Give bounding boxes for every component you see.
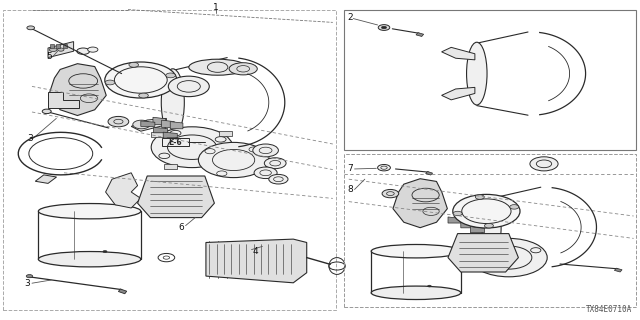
Ellipse shape: [371, 244, 461, 258]
Bar: [219, 131, 232, 136]
Circle shape: [470, 238, 547, 277]
Polygon shape: [154, 127, 168, 133]
Circle shape: [269, 174, 288, 184]
Bar: [63, 44, 67, 48]
Text: TX84E0710A: TX84E0710A: [586, 305, 632, 314]
Ellipse shape: [482, 198, 501, 257]
Text: E-6: E-6: [168, 138, 182, 147]
Polygon shape: [448, 234, 518, 272]
Circle shape: [253, 144, 278, 157]
Text: 3: 3: [24, 279, 30, 288]
Polygon shape: [141, 121, 155, 126]
Text: 3: 3: [27, 134, 33, 143]
Circle shape: [139, 93, 148, 98]
Circle shape: [484, 223, 493, 228]
Circle shape: [428, 285, 431, 287]
Text: 2: 2: [347, 13, 353, 22]
Polygon shape: [426, 172, 433, 175]
Circle shape: [264, 158, 286, 169]
Circle shape: [42, 109, 51, 114]
Polygon shape: [161, 120, 174, 127]
Polygon shape: [138, 176, 214, 218]
Circle shape: [105, 62, 177, 98]
Circle shape: [453, 211, 462, 216]
Polygon shape: [442, 87, 475, 100]
Circle shape: [49, 48, 57, 52]
Circle shape: [530, 157, 558, 171]
Circle shape: [198, 142, 269, 178]
Polygon shape: [206, 239, 307, 283]
Circle shape: [381, 26, 387, 29]
Polygon shape: [49, 64, 106, 116]
Bar: [151, 132, 164, 137]
Polygon shape: [131, 118, 166, 131]
Ellipse shape: [189, 59, 246, 75]
Ellipse shape: [168, 76, 209, 97]
Polygon shape: [118, 289, 127, 294]
Bar: [50, 44, 54, 48]
Circle shape: [151, 127, 233, 168]
Polygon shape: [442, 47, 475, 60]
Polygon shape: [48, 92, 79, 108]
Text: 7: 7: [347, 164, 353, 173]
Bar: [56, 44, 60, 48]
Polygon shape: [448, 217, 462, 223]
Circle shape: [509, 205, 518, 209]
Circle shape: [105, 80, 115, 85]
Polygon shape: [461, 222, 475, 228]
Polygon shape: [106, 173, 141, 208]
Polygon shape: [416, 33, 424, 36]
Polygon shape: [35, 175, 56, 183]
Circle shape: [58, 48, 64, 51]
Circle shape: [77, 48, 90, 54]
Text: 4: 4: [253, 247, 259, 256]
Ellipse shape: [38, 252, 141, 267]
Circle shape: [453, 194, 520, 228]
Circle shape: [129, 62, 138, 67]
Circle shape: [476, 195, 484, 199]
Text: 6: 6: [178, 223, 184, 232]
Text: 5: 5: [46, 52, 52, 61]
Ellipse shape: [38, 204, 141, 219]
Polygon shape: [614, 268, 622, 272]
Circle shape: [108, 116, 129, 127]
Polygon shape: [48, 42, 74, 58]
Polygon shape: [153, 117, 166, 124]
Circle shape: [103, 251, 107, 252]
Polygon shape: [393, 179, 447, 228]
Text: 8: 8: [347, 185, 353, 194]
Ellipse shape: [161, 69, 184, 136]
Polygon shape: [170, 122, 183, 129]
Text: 1: 1: [212, 4, 218, 12]
Circle shape: [166, 73, 175, 78]
Circle shape: [382, 189, 399, 198]
Circle shape: [378, 25, 390, 30]
Bar: [164, 164, 177, 169]
Ellipse shape: [467, 42, 487, 105]
Circle shape: [88, 47, 98, 52]
Circle shape: [133, 120, 150, 129]
Polygon shape: [470, 227, 484, 233]
Polygon shape: [131, 74, 166, 86]
Polygon shape: [163, 132, 177, 138]
Ellipse shape: [371, 286, 461, 300]
Ellipse shape: [229, 63, 257, 75]
Circle shape: [26, 275, 33, 278]
Circle shape: [254, 167, 277, 179]
Circle shape: [27, 26, 35, 30]
Circle shape: [378, 164, 390, 171]
